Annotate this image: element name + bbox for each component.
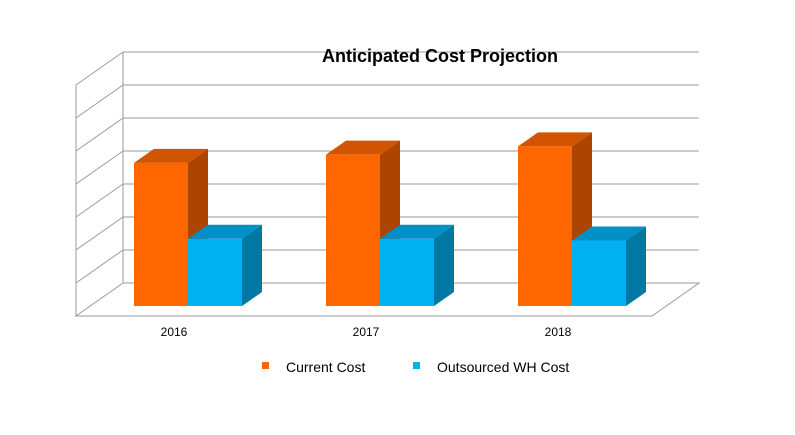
bar-side: [626, 226, 646, 306]
legend-label: Current Cost: [286, 359, 365, 375]
gridline-side: [75, 84, 124, 119]
gridline-side: [75, 117, 124, 152]
bar: [380, 238, 434, 306]
bar: [518, 146, 572, 306]
bar: [134, 162, 188, 306]
x-tick-label: 2017: [353, 325, 380, 339]
chart-floor: [74, 282, 701, 317]
bar-side: [242, 224, 262, 306]
x-tick-label: 2016: [161, 325, 188, 339]
legend-label: Outsourced WH Cost: [437, 359, 569, 375]
bar-top: [572, 226, 646, 241]
gridline-side: [75, 216, 124, 251]
legend: Current Cost Outsourced WH Cost: [262, 359, 569, 375]
chart-title: Anticipated Cost Projection: [322, 46, 558, 66]
bar-side: [434, 224, 454, 306]
gridline-side: [75, 249, 124, 284]
bar-top: [380, 224, 454, 239]
bar-top: [326, 140, 400, 155]
x-tick-label: 2018: [545, 325, 572, 339]
bars: [134, 132, 646, 306]
bar: [326, 154, 380, 306]
legend-swatch: [413, 362, 420, 369]
gridline-side: [75, 51, 124, 86]
gridline-side: [75, 150, 124, 185]
gridline-side: [75, 183, 124, 218]
bar: [572, 240, 626, 306]
bar-top: [134, 148, 208, 163]
bar-top: [188, 224, 262, 239]
bar-top: [518, 132, 592, 147]
bar: [188, 238, 242, 306]
legend-swatch: [262, 362, 269, 369]
chart-walls: [74, 52, 701, 317]
x-axis-ticks: 2016 2017 2018: [161, 325, 572, 339]
